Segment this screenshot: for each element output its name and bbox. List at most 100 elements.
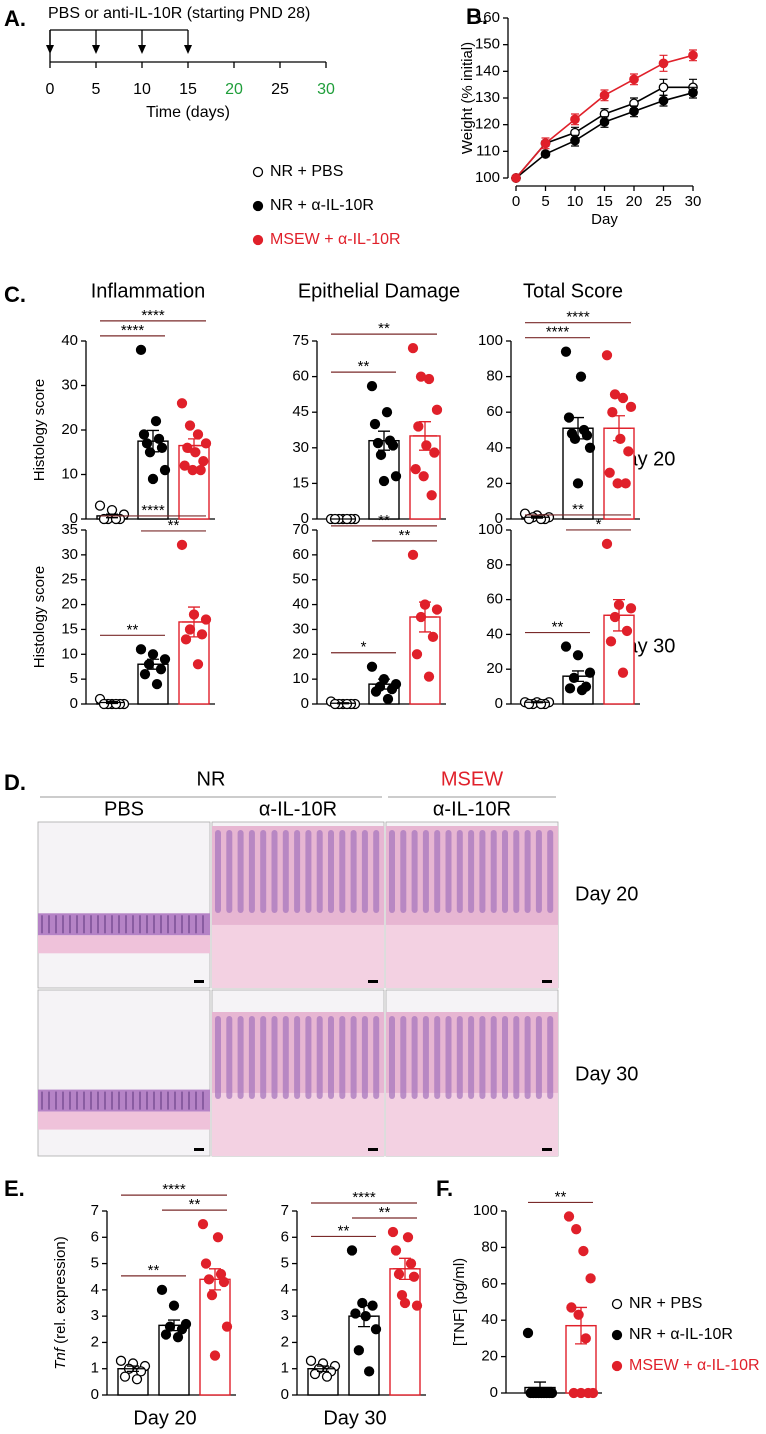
data-point (153, 433, 165, 445)
data-point (405, 1258, 417, 1269)
error-bar (100, 700, 124, 705)
legend-label: MSEW + α-IL-10R (629, 1357, 760, 1374)
data-point (106, 504, 118, 516)
data-point (221, 1321, 233, 1332)
data-point (192, 429, 204, 440)
crypt (434, 1016, 441, 1099)
y-axis-label: [TNF] (pg/ml) (451, 1258, 468, 1346)
data-point (566, 1302, 577, 1313)
y-tick-label: 20 (486, 474, 503, 491)
x-tick-label: 0 (512, 193, 520, 210)
error-bar (525, 515, 549, 519)
data-point (305, 1355, 317, 1366)
significance-label: ** (378, 320, 390, 337)
submucosa (386, 924, 558, 988)
legend-label: NR + PBS (629, 1295, 702, 1312)
data-point (353, 1345, 365, 1356)
data-point (617, 667, 629, 678)
data-point (578, 1245, 589, 1257)
data-point (366, 661, 378, 672)
crypt (479, 830, 486, 913)
data-point (147, 473, 159, 485)
scale-bar (542, 980, 552, 983)
crypt (271, 1016, 278, 1099)
crypt (282, 1016, 289, 1099)
crypt (490, 830, 497, 913)
crypt (479, 1016, 486, 1099)
error-bar (372, 430, 396, 451)
data-point (599, 117, 610, 127)
y-tick-label: 0 (490, 1384, 498, 1401)
crypt (502, 830, 508, 913)
data-point (200, 1258, 212, 1269)
data-point (615, 433, 626, 445)
crypt (513, 830, 520, 913)
data-point (197, 1218, 209, 1230)
significance-label: ** (572, 501, 584, 518)
y-tick-label: 60 (481, 1275, 498, 1292)
column-label: α-IL-10R (433, 798, 511, 820)
y-tick-label: 120 (475, 116, 500, 133)
chart-title: Epithelial Damage (298, 280, 460, 302)
y-tick-label: 0 (301, 510, 309, 527)
histology-image (211, 989, 385, 1157)
significance-label: ** (552, 619, 564, 636)
data-point (179, 460, 190, 471)
significance-label: * (361, 639, 367, 656)
data-point (370, 686, 382, 697)
y-tick-label: 0 (495, 510, 503, 527)
histology-image (211, 821, 385, 989)
data-point (575, 371, 587, 382)
crypt (237, 830, 244, 913)
error-bar (121, 1365, 145, 1372)
y-tick-label: 40 (61, 332, 78, 349)
legend-label: NR + α-IL-10R (270, 197, 374, 214)
image-background (37, 989, 211, 1157)
y-tick-label: 30 (61, 376, 78, 393)
data-point (381, 407, 393, 418)
y-tick-label: 70 (292, 521, 309, 538)
significance-label: ** (555, 1188, 567, 1205)
data-point (366, 380, 378, 392)
crypt (294, 1016, 301, 1099)
data-point (159, 464, 171, 476)
y-tick-label: 110 (476, 142, 500, 159)
crypt (400, 1016, 407, 1099)
data-point (540, 149, 551, 159)
data-point (584, 667, 596, 678)
legend-label: NR + α-IL-10R (629, 1326, 733, 1343)
timeline-title: PBS or anti-IL-10R (starting PND 28) (48, 5, 310, 22)
y-tick-label: 0 (301, 695, 309, 712)
y-tick-label: 45 (292, 403, 309, 420)
data-point (581, 430, 593, 441)
error-bar (141, 658, 165, 670)
significance-label: **** (121, 322, 145, 339)
y-tick-label: 60 (292, 368, 309, 385)
x-axis-label: Day 20 (133, 1407, 196, 1429)
data-point (184, 624, 196, 635)
submucosa (212, 924, 384, 988)
crypt (248, 1016, 255, 1099)
timeline-xlabel: Time (days) (146, 104, 230, 121)
data-point (156, 1284, 168, 1296)
crypt (237, 1016, 244, 1099)
data-point (601, 350, 613, 361)
significance-label: ** (127, 621, 139, 638)
row-label: Day 20 (575, 883, 638, 905)
data-point (658, 58, 669, 69)
data-point (560, 346, 572, 357)
significance-label: ** (379, 1204, 391, 1221)
data-point (369, 418, 381, 430)
x-tick-label: 25 (655, 193, 672, 210)
bar (389, 1268, 421, 1396)
data-point (429, 447, 440, 458)
data-point (411, 649, 423, 660)
histology-image (37, 989, 211, 1157)
y-tick-label: 0 (70, 695, 78, 712)
data-point (390, 1245, 402, 1256)
data-point (572, 478, 584, 489)
y-tick-label: 40 (486, 439, 503, 456)
panel-label: D. (4, 770, 26, 795)
data-point (160, 1329, 172, 1340)
